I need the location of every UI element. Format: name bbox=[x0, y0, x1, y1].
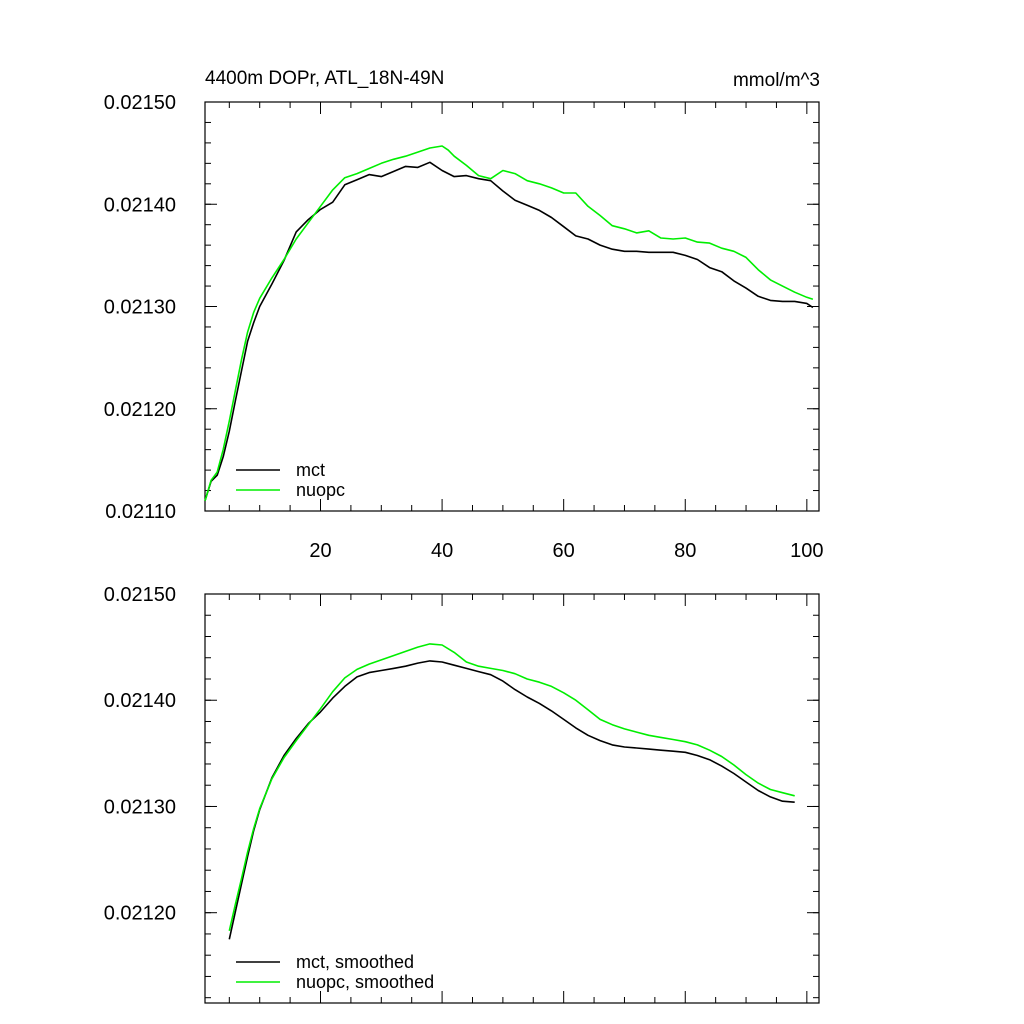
axis-ticks-bottom: 0.02120 0.02130 0.02140 0.02150 bbox=[104, 584, 819, 1003]
units-label: mmol/m^3 bbox=[733, 70, 820, 91]
x-tick-label: 100 bbox=[790, 540, 823, 562]
axis-ticks-top: 20 40 60 80 100 0.02110 0.02120 0.02130 0.02140 0… bbox=[104, 92, 824, 562]
y-tick-label: 0.02120 bbox=[104, 903, 176, 925]
legend-label-mct: mct bbox=[296, 460, 325, 480]
series-line-mct bbox=[204, 161, 814, 502]
y-tick-label: 0.02110 bbox=[105, 501, 176, 523]
x-tick-label: 80 bbox=[674, 540, 696, 562]
x-tick-label: 60 bbox=[553, 540, 575, 562]
series-lines-top bbox=[204, 145, 814, 502]
series-line-mct-smoothed bbox=[228, 660, 795, 940]
series-line-nuopc bbox=[204, 145, 814, 502]
y-tick-label: 0.02130 bbox=[104, 297, 176, 319]
bottom-panel: 0.02120 0.02130 0.02140 0.02150 mct, smooth… bbox=[104, 584, 820, 1004]
top-panel: 4400m DOPr, ATL_18N-49N mmol/m^3 20 40 60 8… bbox=[104, 68, 824, 562]
chart-title: 4400m DOPr, ATL_18N-49N bbox=[205, 68, 444, 89]
y-tick-label: 0.02140 bbox=[104, 194, 176, 216]
y-tick-label: 0.02150 bbox=[104, 92, 176, 114]
legend-label-nuopc: nuopc bbox=[296, 480, 345, 500]
legend-label-nuopc-smoothed: nuopc, smoothed bbox=[296, 972, 434, 992]
series-lines-bottom bbox=[228, 643, 795, 940]
y-tick-label: 0.02150 bbox=[104, 584, 176, 606]
plot-frame-bottom bbox=[204, 593, 820, 1004]
legend-bottom: mct, smoothed nuopc, smoothed bbox=[236, 952, 434, 992]
plot-frame-top bbox=[204, 101, 820, 512]
y-tick-label: 0.02130 bbox=[104, 796, 176, 818]
y-tick-label: 0.02120 bbox=[104, 399, 176, 421]
x-tick-label: 20 bbox=[309, 540, 331, 562]
legend-label-mct-smoothed: mct, smoothed bbox=[296, 952, 414, 972]
x-tick-label: 40 bbox=[431, 540, 453, 562]
series-line-nuopc-smoothed bbox=[228, 643, 795, 931]
y-tick-label: 0.02140 bbox=[104, 690, 176, 712]
legend-top: mct nuopc bbox=[236, 460, 345, 500]
